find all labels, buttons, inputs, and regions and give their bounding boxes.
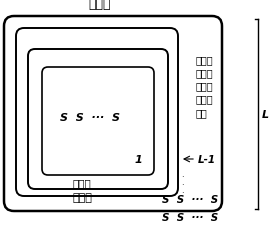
Text: L: L [262,109,269,119]
Text: 中间膜: 中间膜 [72,192,92,202]
Text: 各层膜
内的对
象和规
则包含
其中: 各层膜 内的对 象和规 则包含 其中 [196,55,214,117]
FancyBboxPatch shape [4,17,222,211]
FancyBboxPatch shape [42,68,154,175]
Text: 1: 1 [134,154,142,164]
Text: L-1: L-1 [198,154,216,164]
FancyBboxPatch shape [16,29,178,196]
Text: 内层膜: 内层膜 [73,177,91,187]
Text: S  S  ···  S: S S ··· S [162,194,218,204]
Text: S  S  ···  S: S S ··· S [162,212,218,222]
Text: ·
·
·: · · · [181,172,183,198]
Text: S  S  ···  S: S S ··· S [60,112,120,122]
Text: 表层膜: 表层膜 [89,0,111,11]
FancyBboxPatch shape [28,50,168,189]
